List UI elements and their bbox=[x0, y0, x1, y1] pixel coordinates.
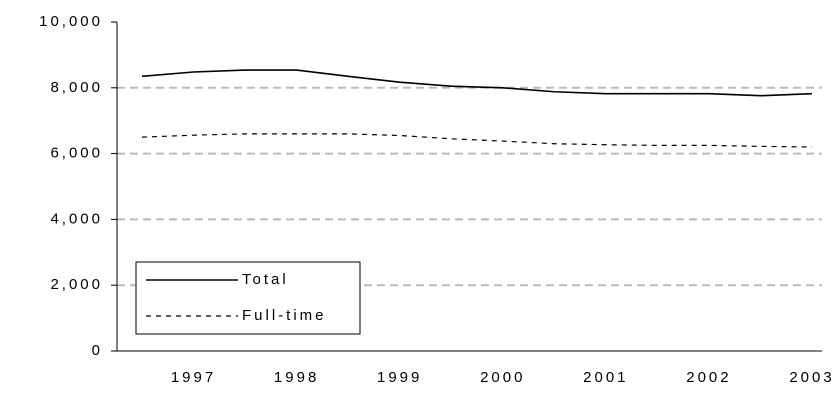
y-tick-label: 4,000 bbox=[50, 210, 103, 227]
x-tick-label: 2000 bbox=[480, 369, 525, 386]
legend-label: Total bbox=[242, 271, 289, 288]
x-tick-label: 2001 bbox=[583, 369, 628, 386]
x-tick-label: 1998 bbox=[274, 369, 319, 386]
legend-box bbox=[135, 261, 361, 335]
x-tick-label: 2002 bbox=[686, 369, 731, 386]
x-tick-label: 2003 bbox=[789, 369, 833, 386]
y-tick-label: 2,000 bbox=[50, 276, 103, 293]
y-tick-label: 6,000 bbox=[50, 145, 103, 162]
legend-label: Full-time bbox=[242, 307, 327, 324]
x-tick-label: 1997 bbox=[171, 369, 216, 386]
series-line bbox=[141, 133, 813, 148]
y-tick-label: 0 bbox=[92, 342, 103, 359]
series-line bbox=[141, 69, 813, 97]
y-tick-label: 8,000 bbox=[50, 79, 103, 96]
y-tick-label: 10,000 bbox=[39, 13, 103, 30]
x-tick-label: 1999 bbox=[377, 369, 422, 386]
